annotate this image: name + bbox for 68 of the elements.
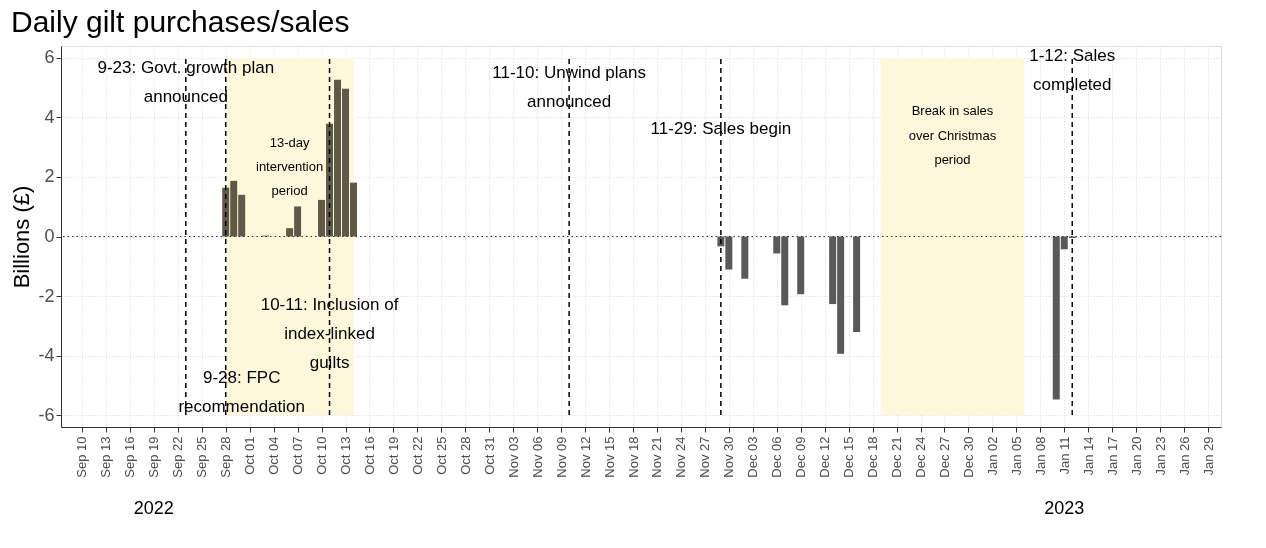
- y-tick-label: 6: [44, 47, 55, 68]
- x-tick-label: Oct 04: [266, 436, 282, 475]
- x-tick-label: Dec 21: [889, 436, 905, 478]
- ref-line-label: 9-23: Govt. growth plan announced: [97, 58, 275, 107]
- x-tick-label: Sep 16: [122, 436, 138, 478]
- band-label: Break in sales over Christmas period: [908, 103, 997, 167]
- y-tick-label: -6: [38, 404, 55, 425]
- x-tick-label: Sep 13: [98, 436, 114, 478]
- x-tick-label: Dec 15: [841, 436, 857, 478]
- text: 2022: [133, 498, 174, 518]
- ref-line-label: 1-12: Sales completed: [1029, 46, 1116, 95]
- text: 2023: [1044, 498, 1085, 518]
- x-tick-label: Nov 30: [721, 436, 737, 478]
- y-axis-title: Billions (£): [9, 185, 35, 289]
- bar: [853, 236, 861, 333]
- x-tick-label: Nov 09: [553, 436, 569, 478]
- x-tick-label: Nov 27: [697, 436, 713, 478]
- x-tick-label: Oct 10: [314, 436, 330, 475]
- ref-line-label: 11-10: Unwind plans announced: [492, 62, 646, 111]
- x-tick-label: Jan 11: [1056, 436, 1072, 475]
- x-tick-label: Nov 15: [601, 436, 617, 478]
- x-tick-label: Dec 09: [793, 436, 809, 478]
- x-tick-label: Dec 24: [913, 436, 929, 478]
- y-tick-label: -2: [38, 285, 55, 306]
- y-tick-label: -4: [38, 345, 55, 366]
- x-tick-label: Sep 25: [194, 436, 210, 478]
- x-tick-label: Dec 06: [769, 436, 785, 478]
- ref-line-label: 11-29: Sales begin: [650, 119, 792, 139]
- x-tick-label: Jan 26: [1176, 436, 1192, 476]
- x-tick-label: Oct 16: [361, 436, 377, 475]
- x-tick-label: Dec 30: [960, 436, 976, 478]
- x-tick-label: Dec 27: [936, 436, 952, 478]
- x-tick-label: Nov 06: [529, 436, 545, 478]
- x-tick-label: Jan 23: [1152, 436, 1168, 476]
- x-tick-label: Jan 14: [1080, 436, 1096, 476]
- chart-title: Daily gilt purchases/sales: [11, 5, 350, 38]
- bar: [741, 236, 749, 279]
- x-tick-label: Oct 25: [433, 436, 449, 475]
- x-tick-label: Jan 05: [1008, 436, 1024, 476]
- x-tick-label: Sep 28: [218, 436, 234, 478]
- y-tick-label: 0: [44, 226, 55, 246]
- bar: [797, 236, 805, 295]
- x-tick-label: Jan 20: [1128, 436, 1144, 476]
- x-tick-label: Jan 02: [984, 436, 1000, 476]
- x-tick-label: Sep 19: [146, 436, 162, 478]
- x-tick-label: Nov 21: [649, 436, 665, 478]
- x-tick-label: Sep 22: [170, 436, 186, 478]
- x-tick-label: Oct 22: [409, 436, 425, 475]
- x-tick-label: Nov 18: [625, 436, 641, 478]
- x-tick-label: Jan 08: [1032, 436, 1048, 476]
- x-tick-label: Nov 24: [673, 436, 689, 478]
- x-tick-label: Oct 07: [290, 436, 306, 475]
- x-tick-label: Oct 01: [242, 436, 258, 475]
- x-tick-label: Dec 18: [865, 436, 881, 478]
- x-tick-label: Nov 03: [505, 436, 521, 478]
- x-tick-label: Oct 19: [385, 436, 401, 475]
- x-tick-label: Jan 17: [1104, 436, 1120, 476]
- y-tick-label: 4: [44, 106, 55, 127]
- y-tick-label: 2: [44, 166, 55, 187]
- x-tick-label: Jan 29: [1200, 436, 1216, 476]
- x-tick-label: Oct 13: [338, 436, 354, 475]
- x-tick-label: Dec 03: [745, 436, 761, 478]
- x-tick-label: Oct 28: [457, 436, 473, 475]
- x-tick-label: Dec 12: [817, 436, 833, 478]
- x-tick-label: Oct 31: [481, 436, 497, 475]
- x-tick-label: Sep 10: [74, 436, 90, 478]
- band-label: 13-day intervention period: [256, 134, 324, 198]
- x-tick-label: Nov 12: [577, 436, 593, 478]
